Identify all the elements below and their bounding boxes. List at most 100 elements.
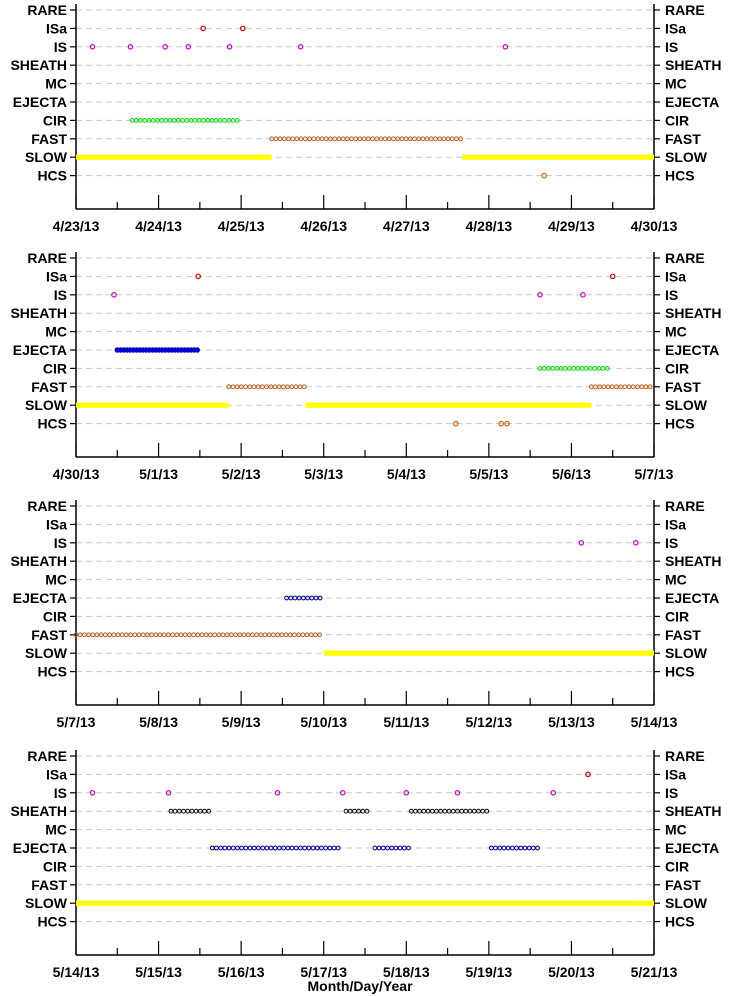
- y-label-left: MC: [45, 76, 67, 92]
- event-marker-ejecta: [501, 845, 507, 851]
- y-label-left: HCS: [37, 914, 67, 930]
- event-marker-fast: [271, 632, 276, 638]
- event-marker-fast: [82, 632, 87, 638]
- event-marker-ejecta: [331, 845, 337, 851]
- event-point-is: [162, 43, 168, 50]
- y-label-left: SHEATH: [10, 57, 67, 73]
- x-tick-label: 5/7/13: [635, 466, 674, 482]
- event-marker-fast: [301, 384, 307, 390]
- event-marker-fast: [317, 632, 323, 638]
- y-label-right: IS: [665, 39, 678, 55]
- y-label-left: SHEATH: [10, 305, 67, 321]
- panel-3: RARE RARE ISa ISa IS IS SHEATH SHEATH MC MC EJECTA…: [10, 498, 721, 730]
- x-tick-label: 4/30/13: [53, 466, 100, 482]
- y-label-left: RARE: [27, 2, 67, 18]
- event-point-is: [274, 789, 281, 796]
- event-point-isa: [195, 273, 202, 280]
- x-tick-label: 5/16/13: [218, 964, 265, 980]
- y-label-left: FAST: [31, 877, 67, 893]
- event-point-hcs: [504, 420, 510, 427]
- y-label-right: IS: [665, 535, 678, 551]
- y-label-right: HCS: [665, 914, 695, 930]
- event-point-hcs: [453, 420, 459, 427]
- event-point-isa: [200, 25, 206, 32]
- x-tick-label: 5/4/13: [387, 466, 426, 482]
- panel-1: RARE RARE ISa ISa IS IS SHEATH SHEATH MC MC EJECTA…: [10, 2, 721, 234]
- event-marker-cir: [592, 366, 598, 371]
- event-marker-fast: [441, 136, 447, 142]
- x-tick-label: 5/18/13: [383, 964, 430, 980]
- x-tick-label: 5/21/13: [631, 964, 678, 980]
- y-label-right: CIR: [665, 858, 689, 874]
- event-marker-fast: [458, 136, 464, 142]
- y-label-left: SLOW: [25, 149, 68, 165]
- y-label-right: RARE: [665, 250, 705, 266]
- x-tick-label: 5/15/13: [135, 964, 182, 980]
- x-tick-label: 4/23/13: [53, 218, 100, 234]
- y-label-left: SLOW: [25, 645, 68, 661]
- event-point-is: [89, 789, 96, 796]
- x-tick-label: 5/13/13: [548, 714, 595, 730]
- event-point-isa: [585, 771, 591, 778]
- event-marker-fast: [280, 384, 286, 390]
- panel-4: RARE RARE ISa ISa IS IS SHEATH SHEATH MC MC EJECTA…: [10, 748, 721, 980]
- y-label-right: MC: [665, 572, 687, 588]
- y-label-left: SHEATH: [10, 553, 67, 569]
- y-label-right: ISa: [665, 766, 686, 782]
- y-label-right: SLOW: [665, 895, 708, 911]
- y-label-right: SHEATH: [665, 553, 722, 569]
- event-marker-ejecta: [535, 845, 540, 851]
- x-tick-label: 4/30/13: [631, 218, 678, 234]
- event-marker-ejecta: [300, 595, 306, 601]
- y-label-right: SHEATH: [665, 803, 722, 819]
- event-point-is: [111, 291, 117, 298]
- x-tick-label: 5/12/13: [465, 714, 512, 730]
- event-point-hcs: [541, 172, 547, 179]
- y-label-right: HCS: [665, 664, 695, 680]
- x-tick-label: 5/9/13: [222, 714, 261, 730]
- y-label-left: ISa: [46, 268, 67, 284]
- event-point-isa: [239, 25, 246, 32]
- event-marker-fast: [391, 136, 396, 142]
- event-point-is: [89, 43, 96, 50]
- y-label-left: RARE: [27, 498, 67, 514]
- y-label-right: SLOW: [665, 645, 708, 661]
- y-label-right: SHEATH: [665, 57, 722, 73]
- event-marker-sheath: [484, 808, 490, 814]
- x-tick-label: 5/6/13: [552, 466, 591, 482]
- x-tick-label: 5/3/13: [304, 466, 343, 482]
- x-tick-label: 5/5/13: [469, 466, 508, 482]
- event-marker-ejecta: [317, 595, 323, 601]
- y-label-left: CIR: [43, 112, 67, 128]
- y-label-right: EJECTA: [665, 342, 719, 358]
- event-marker-fast: [212, 632, 218, 638]
- panel-2: RARE RARE ISa ISa IS IS SHEATH SHEATH MC MC EJECTA…: [10, 250, 721, 482]
- y-label-right: ISa: [665, 516, 686, 532]
- event-marker-sheath: [206, 808, 212, 814]
- event-marker-ejecta: [335, 845, 341, 851]
- y-label-right: CIR: [665, 360, 689, 376]
- y-label-right: RARE: [665, 498, 705, 514]
- event-point-is: [454, 789, 461, 796]
- y-label-left: SLOW: [25, 895, 68, 911]
- event-marker-ejecta: [302, 845, 308, 851]
- x-tick-label: 5/17/13: [300, 964, 347, 980]
- y-label-right: FAST: [665, 627, 701, 643]
- event-marker-fast: [601, 384, 607, 390]
- y-label-left: SLOW: [25, 397, 68, 413]
- y-label-left: RARE: [27, 748, 67, 764]
- y-label-right: HCS: [665, 168, 695, 184]
- y-label-left: HCS: [37, 664, 67, 680]
- x-axis-title: Month/Day/Year: [307, 978, 413, 994]
- event-marker-fast: [191, 632, 197, 638]
- y-label-left: MC: [45, 572, 67, 588]
- event-marker-fast: [251, 384, 257, 390]
- y-label-left: EJECTA: [13, 840, 67, 856]
- y-label-left: IS: [54, 39, 67, 55]
- y-label-right: RARE: [665, 2, 705, 18]
- y-label-left: ISa: [46, 766, 67, 782]
- y-label-left: MC: [45, 324, 67, 340]
- x-tick-label: 5/1/13: [139, 466, 178, 482]
- x-tick-label: 5/20/13: [548, 964, 595, 980]
